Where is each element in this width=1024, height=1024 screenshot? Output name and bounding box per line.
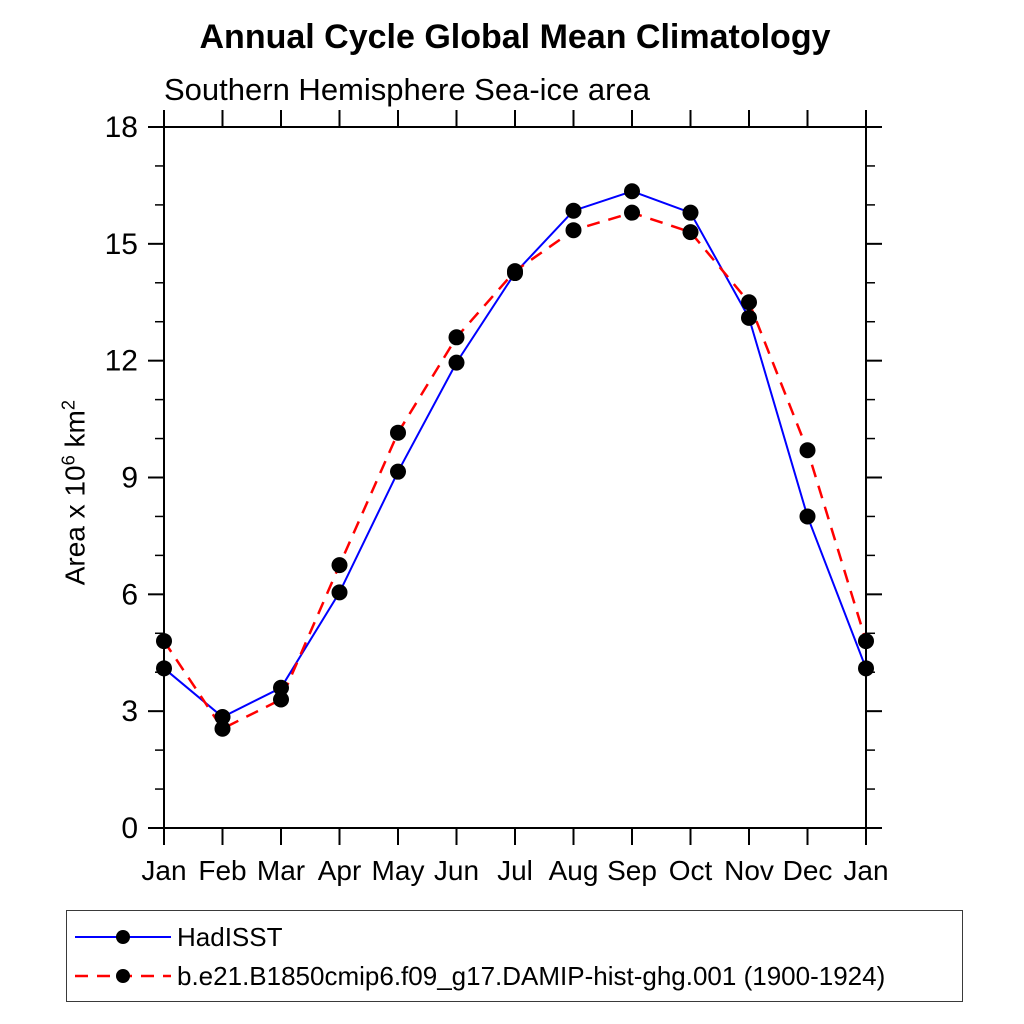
chart-subtitle: Southern Hemisphere Sea-ice area: [164, 72, 650, 107]
data-point-series0-Nov: [741, 309, 757, 326]
data-point-series1-Jun: [448, 329, 465, 346]
data-point-series0-Jan: [156, 660, 172, 677]
data-point-series1-Jul: [507, 263, 523, 280]
data-point-series1-Jan: [858, 633, 874, 650]
x-axis-month-label: Feb: [198, 855, 246, 886]
data-point-series1-Aug: [565, 222, 582, 239]
x-axis-month-label: Jun: [434, 855, 479, 886]
x-axis-month-label: May: [372, 855, 425, 886]
data-point-series0-Sep: [624, 183, 640, 200]
legend-label-model: b.e21.B1850cmip6.f09_g17.DAMIP-hist-ghg.…: [177, 960, 886, 991]
legend-box: HadISST b.e21.B1850cmip6.f09_g17.DAMIP-h…: [66, 910, 963, 1002]
x-axis-month-label: Jul: [497, 855, 533, 886]
data-point-series1-Feb: [214, 720, 231, 737]
data-point-series1-Jan: [156, 633, 172, 650]
x-axis-month-label: Jan: [843, 855, 888, 886]
x-axis-month-label: Mar: [257, 855, 305, 886]
y-axis-tick-label: 12: [105, 345, 138, 378]
legend-entry-hadisst: HadISST: [71, 919, 283, 955]
legend-line-sample-solid: [75, 930, 171, 944]
chart-title: Annual Cycle Global Mean Climatology: [199, 18, 831, 56]
y-axis-tick-label: 15: [105, 228, 138, 261]
y-axis-tick-label: 6: [121, 578, 138, 611]
series-line-1: [162, 211, 868, 731]
data-point-series0-Jan: [858, 660, 874, 677]
legend-marker-dot: [116, 969, 130, 983]
data-point-series1-May: [390, 424, 406, 441]
data-point-series0-Mar: [273, 679, 289, 696]
data-point-series0-May: [390, 463, 406, 480]
data-point-series0-Apr: [331, 584, 348, 601]
x-axis-month-label: Jan: [141, 855, 186, 886]
x-axis-month-label: Apr: [318, 855, 362, 886]
data-point-series1-Sep: [624, 204, 640, 221]
data-point-series0-Jun: [448, 354, 465, 371]
plot-area: 0 3 6 9 12 15 18 Jan Feb Mar Apr May Jun Jul Aug Sep Oct…: [105, 110, 889, 886]
y-axis-tick-label: 18: [105, 111, 138, 144]
data-point-series1-Oct: [682, 224, 699, 241]
x-axis-month-label: Oct: [669, 855, 713, 886]
legend-marker-dot: [116, 930, 130, 944]
x-axis-month-label: Sep: [607, 855, 657, 886]
y-axis-tick-label: 9: [121, 462, 138, 495]
x-axis-month-label: Aug: [549, 855, 599, 886]
data-point-series0-Dec: [799, 508, 816, 525]
data-point-series1-Nov: [741, 294, 757, 311]
data-point-series0-Feb: [214, 709, 231, 726]
data-point-series1-Mar: [273, 691, 289, 708]
data-point-series1-Apr: [331, 557, 348, 574]
data-point-series0-Oct: [682, 204, 699, 221]
legend-label-hadisst: HadISST: [177, 921, 283, 952]
x-axis-month-label: Nov: [724, 855, 774, 886]
legend-line-sample-dashed: [75, 969, 171, 983]
data-point-series0-Aug: [565, 202, 582, 219]
y-axis-tick-label: 3: [121, 695, 138, 728]
y-axis-tick-label: 0: [121, 812, 138, 845]
x-axis-month-label: Dec: [783, 855, 833, 886]
legend-entry-model: b.e21.B1850cmip6.f09_g17.DAMIP-hist-ghg.…: [71, 958, 885, 994]
data-point-series1-Dec: [799, 442, 816, 459]
